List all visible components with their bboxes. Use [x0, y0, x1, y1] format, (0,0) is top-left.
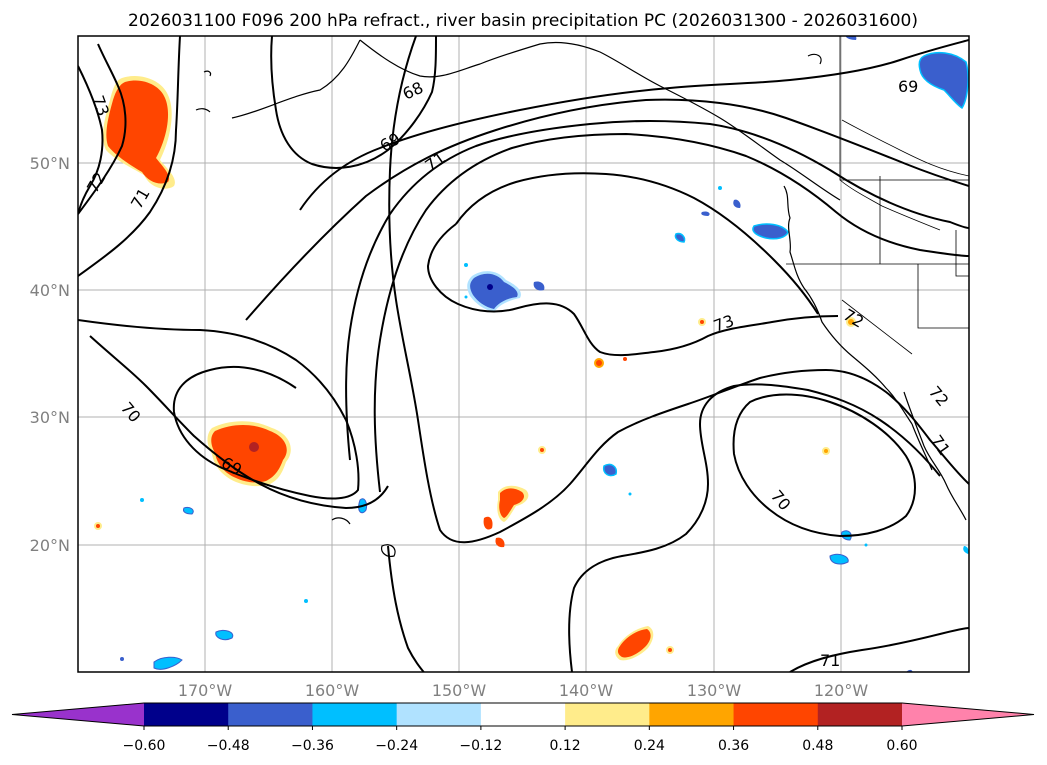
contour-line — [78, 43, 127, 215]
precip-area-negative — [718, 186, 722, 190]
contour-line — [387, 545, 425, 672]
colorbar-tick-label: −0.24 — [375, 738, 418, 754]
precip-area-positive — [211, 424, 287, 483]
contour-line — [345, 120, 969, 461]
colorbar-tick-label: −0.48 — [207, 738, 250, 754]
colorbar-segment — [480, 703, 566, 726]
contour-label: 71 — [820, 651, 840, 670]
map-title: 2026031100 F096 200 hPa refract., river … — [128, 11, 918, 31]
map-plot-area: 73 72 71 68 69 71 69 73 72 72 71 70 69 7… — [77, 35, 970, 673]
colorbar-tick-label: 0.60 — [886, 738, 917, 754]
precip-area-negative — [733, 199, 741, 208]
coastlines — [195, 39, 967, 557]
colorbar-segment — [228, 703, 313, 726]
precip-area-negative — [464, 263, 468, 267]
map-background — [78, 36, 969, 672]
precip-area-negative — [701, 211, 710, 216]
colorbar-tick-label: 0.48 — [802, 738, 833, 754]
colorbar-segment — [396, 703, 482, 726]
contour-line — [78, 36, 181, 277]
contours — [78, 36, 969, 672]
contour-line — [732, 393, 916, 538]
lon-label: 170°W — [178, 681, 233, 700]
map-frame — [77, 35, 970, 673]
precip-area-positive — [846, 317, 856, 327]
lat-label: 50°N — [30, 154, 70, 173]
precip-area-negative — [215, 629, 234, 641]
lon-label: 150°W — [432, 681, 487, 700]
precip-area-positive — [698, 318, 706, 326]
colorbar-tick-label: −0.12 — [459, 738, 502, 754]
precip-area-negative — [963, 546, 969, 554]
precip-shading — [94, 36, 969, 672]
colorbar-tick-label: 0.36 — [718, 738, 749, 754]
contour-line — [89, 335, 389, 510]
lat-axis: 50°N 40°N 30°N 20°N — [30, 154, 70, 555]
precip-area-positive — [666, 646, 674, 654]
colorbar-tick-label: −0.36 — [291, 738, 334, 754]
precip-area-positive — [483, 516, 493, 530]
colorbar-segment — [649, 703, 735, 726]
colorbar-tick-label: −0.60 — [123, 738, 166, 754]
contour-line — [568, 383, 941, 672]
precip-area-negative — [845, 36, 857, 40]
contour-line — [455, 172, 819, 315]
precip-area-negative — [464, 295, 468, 299]
colorbar-segment — [817, 703, 903, 726]
colorbar-segment — [565, 703, 650, 726]
lon-label: 160°W — [305, 681, 360, 700]
colorbar-tick-label: 0.24 — [634, 738, 665, 754]
precip-area-positive — [106, 80, 170, 184]
contour-line — [78, 319, 360, 500]
gridlines — [78, 36, 969, 672]
precip-area-positive — [623, 357, 627, 361]
precip-area-negative — [183, 507, 194, 515]
precip-area-negative — [752, 223, 789, 240]
colorbar-extend-max — [902, 703, 1034, 726]
precip-area-positive — [594, 358, 604, 368]
precip-area-negative — [628, 492, 632, 496]
precip-area-positive — [538, 446, 546, 454]
contour-line — [270, 36, 437, 169]
lat-label: 20°N — [30, 536, 70, 555]
colorbar-segment — [312, 703, 398, 726]
precip-area-negative — [864, 543, 868, 547]
contour-line — [78, 65, 104, 215]
precip-area-negative — [602, 463, 618, 477]
lon-axis: 170°W 160°W 150°W 140°W 130°W 120°W — [178, 681, 869, 700]
lon-label: 120°W — [814, 681, 869, 700]
contour-line — [299, 39, 969, 211]
colorbar: −0.60 −0.48 −0.36 −0.24 −0.12 0.12 0.24 0.36 0.4… — [11, 702, 1035, 754]
precip-area-negative — [533, 281, 545, 291]
lat-label: 30°N — [30, 408, 70, 427]
precip-area-positive — [495, 537, 505, 548]
contour-line — [245, 98, 969, 321]
precip-area-negative — [829, 553, 849, 565]
lon-label: 140°W — [559, 681, 614, 700]
contour-line — [789, 627, 969, 672]
precip-area-positive — [499, 488, 525, 518]
precip-area-negative — [153, 656, 183, 670]
colorbar-extend-min — [12, 703, 144, 726]
contour-line — [373, 132, 969, 493]
precip-area-negative — [304, 599, 308, 603]
colorbar-segment — [144, 703, 229, 726]
contour-label: 69 — [898, 77, 918, 96]
precip-area-negative — [120, 657, 124, 661]
precip-area-negative — [140, 498, 144, 502]
contour-line — [426, 223, 839, 357]
contour-line — [388, 36, 969, 544]
lat-label: 40°N — [30, 281, 70, 300]
precip-area-negative — [470, 273, 518, 309]
lon-label: 130°W — [687, 681, 742, 700]
precip-area-negative — [674, 232, 686, 243]
precip-area-positive — [617, 629, 651, 658]
borders — [786, 36, 969, 355]
precip-area-positive — [822, 447, 830, 455]
precip-area-negative — [918, 51, 969, 110]
precip-area-positive — [94, 522, 102, 530]
colorbar-tick-label: 0.12 — [550, 738, 581, 754]
colorbar-segment — [733, 703, 819, 726]
